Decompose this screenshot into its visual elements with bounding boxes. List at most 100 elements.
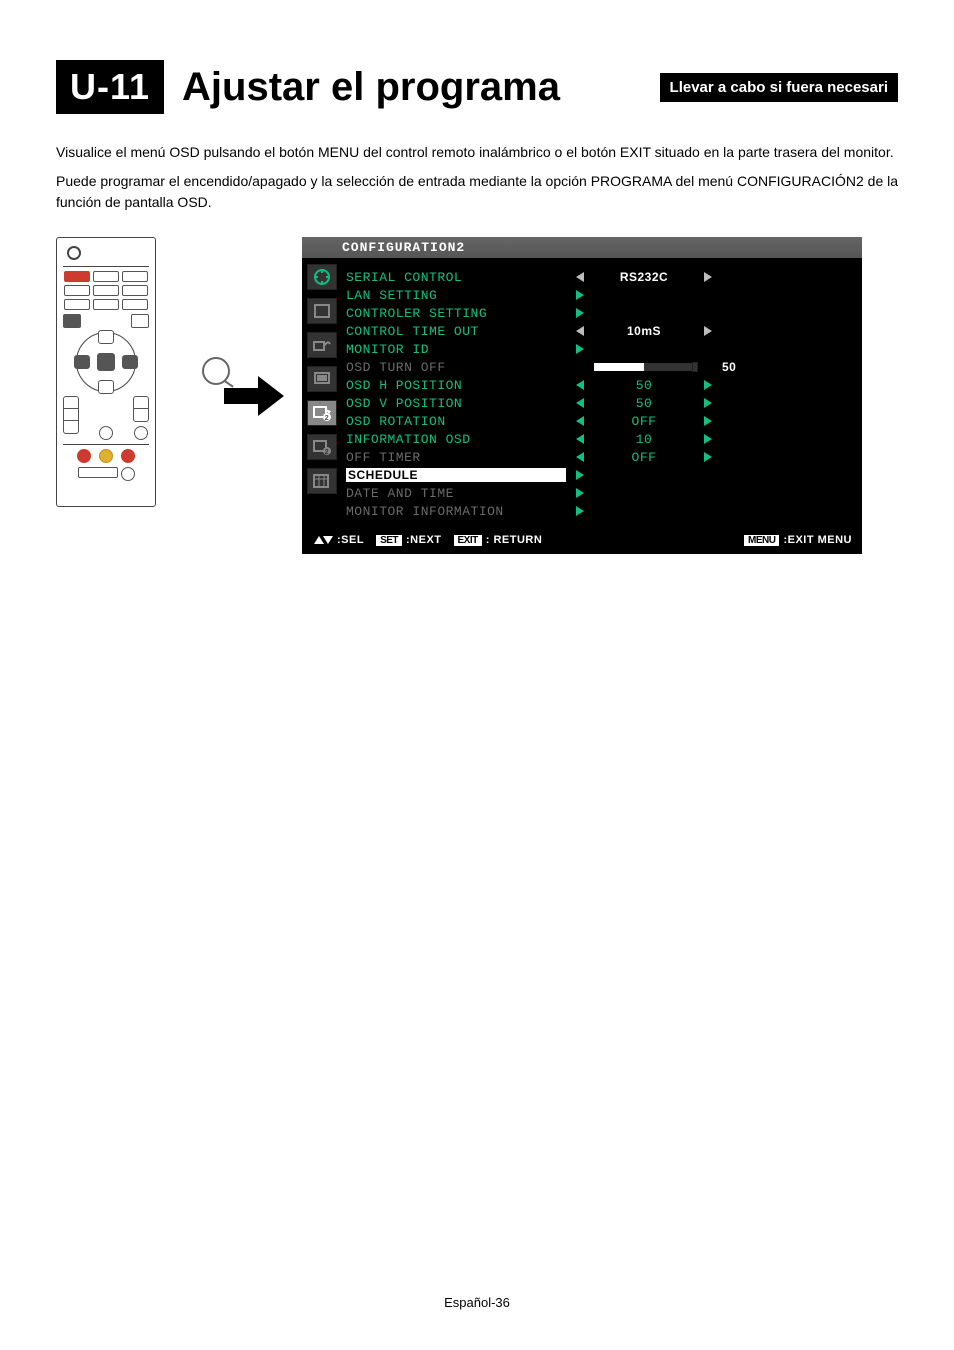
osd-arrow-left xyxy=(566,308,594,318)
osd-item-label: SCHEDULE xyxy=(346,468,566,482)
remote-button xyxy=(93,271,119,282)
osd-item-label: OSD V POSITION xyxy=(346,396,566,411)
footer-exitmenu: :EXIT MENU xyxy=(783,534,852,546)
remote-button xyxy=(121,467,135,481)
remote-button xyxy=(131,314,149,328)
osd-arrow-right xyxy=(694,452,722,462)
body-paragraph: Puede programar el encendido/apagado y l… xyxy=(56,171,898,213)
osd-item-value: RS232C xyxy=(594,270,694,284)
osd-menu-item: OSD ROTATION OFF xyxy=(346,412,852,430)
osd-item-label: MONITOR ID xyxy=(346,342,566,357)
osd-item-extra: 50 xyxy=(722,360,752,374)
osd-arrow-left xyxy=(566,506,594,516)
osd-item-label: DATE AND TIME xyxy=(346,486,566,501)
footer-sel: :SEL xyxy=(337,534,364,546)
remote-button xyxy=(122,299,148,310)
remote-button xyxy=(64,285,90,296)
osd-arrow-left xyxy=(566,434,594,444)
osd-footer: :SEL SET :NEXT EXIT : RETURN MENU :EXIT … xyxy=(302,530,862,548)
body-paragraph: Visualice el menú OSD pulsando el botón … xyxy=(56,142,898,163)
osd-item-value: 50 xyxy=(594,378,694,393)
heading-badge: U-11 xyxy=(56,60,164,114)
osd-item-value: 10 xyxy=(594,432,694,447)
osd-tab-icon xyxy=(307,298,337,324)
osd-item-value: OFF xyxy=(594,414,694,429)
figure-row: CONFIGURATION2 2 2 SERIAL CONTROL RS232C L… xyxy=(56,237,898,554)
remote-button xyxy=(93,285,119,296)
footer-return: : RETURN xyxy=(486,534,543,546)
footer-set-key: SET xyxy=(376,535,402,546)
osd-arrow-left xyxy=(566,488,594,498)
svg-text:2: 2 xyxy=(325,449,329,456)
osd-arrow-right xyxy=(694,272,722,282)
osd-item-label: CONTROL TIME OUT xyxy=(346,324,566,339)
remote-button xyxy=(77,449,91,463)
osd-tab-icon xyxy=(307,468,337,494)
osd-title: CONFIGURATION2 xyxy=(302,237,862,258)
osd-menu-item: SCHEDULE xyxy=(346,466,852,484)
osd-arrow-right xyxy=(694,380,722,390)
osd-tab-icon xyxy=(307,264,337,290)
osd-item-label: OSD ROTATION xyxy=(346,414,566,429)
osd-item-label: INFORMATION OSD xyxy=(346,432,566,447)
remote-button xyxy=(122,271,148,282)
footer-next: :NEXT xyxy=(406,534,442,546)
osd-tab-icon xyxy=(307,332,337,358)
osd-item-label: LAN SETTING xyxy=(346,288,566,303)
osd-item-label: SERIAL CONTROL xyxy=(346,270,566,285)
osd-tab-icon: 2 xyxy=(307,434,337,460)
osd-menu-item: MONITOR ID xyxy=(346,340,852,358)
remote-dpad xyxy=(76,332,136,392)
remote-button xyxy=(78,467,118,478)
remote-button xyxy=(93,299,119,310)
osd-arrow-left xyxy=(566,416,594,426)
remote-button xyxy=(99,426,113,440)
osd-arrow-right xyxy=(694,398,722,408)
heading-row: U-11 Ajustar el programa Llevar a cabo s… xyxy=(56,60,898,114)
osd-arrow-right xyxy=(694,416,722,426)
osd-arrow-left xyxy=(566,272,594,282)
osd-arrow-left xyxy=(566,290,594,300)
footer-menu-key: MENU xyxy=(744,535,779,546)
osd-item-value xyxy=(594,363,694,371)
osd-item-label: OFF TIMER xyxy=(346,450,566,465)
osd-item-label: OSD TURN OFF xyxy=(346,360,566,375)
remote-rocker xyxy=(133,396,149,422)
footer-exit-key: EXIT xyxy=(454,535,482,546)
remote-led-icon xyxy=(67,246,81,260)
osd-menu-item: DATE AND TIME xyxy=(346,484,852,502)
osd-menu-list: SERIAL CONTROL RS232C LAN SETTING CONTROLER… xyxy=(342,258,862,530)
remote-button xyxy=(134,426,148,440)
osd-item-label: CONTROLER SETTING xyxy=(346,306,566,321)
osd-item-label: MONITOR INFORMATION xyxy=(346,504,566,519)
osd-arrow-left xyxy=(566,326,594,336)
osd-menu-item: INFORMATION OSD 10 xyxy=(346,430,852,448)
osd-menu-item: CONTROLER SETTING xyxy=(346,304,852,322)
osd-arrow-left xyxy=(566,380,594,390)
osd-panel: CONFIGURATION2 2 2 SERIAL CONTROL RS232C L… xyxy=(302,237,862,554)
remote-button xyxy=(99,449,113,463)
remote-button xyxy=(64,271,90,282)
remote-button xyxy=(63,314,81,328)
osd-menu-item: OFF TIMER OFF xyxy=(346,448,852,466)
page-number: Español-36 xyxy=(0,1295,954,1310)
osd-tab-icon xyxy=(307,366,337,392)
osd-sidebar: 2 2 xyxy=(302,258,342,530)
osd-item-value: 10mS xyxy=(594,324,694,338)
osd-menu-item: LAN SETTING xyxy=(346,286,852,304)
osd-menu-item: CONTROL TIME OUT 10mS xyxy=(346,322,852,340)
osd-arrow-left xyxy=(566,398,594,408)
remote-button xyxy=(64,299,90,310)
osd-menu-item: OSD V POSITION50 xyxy=(346,394,852,412)
osd-menu-item: OSD TURN OFF 50 xyxy=(346,358,852,376)
osd-arrow-right xyxy=(694,434,722,444)
updown-icon xyxy=(314,536,333,544)
osd-arrow-left xyxy=(566,470,594,480)
remote-button xyxy=(122,285,148,296)
osd-item-value: OFF xyxy=(594,450,694,465)
remote-control-illustration xyxy=(56,237,206,507)
osd-arrow-left xyxy=(566,452,594,462)
heading-title: Ajustar el programa xyxy=(182,65,560,110)
osd-menu-item: MONITOR INFORMATION xyxy=(346,502,852,520)
remote-button xyxy=(121,449,135,463)
